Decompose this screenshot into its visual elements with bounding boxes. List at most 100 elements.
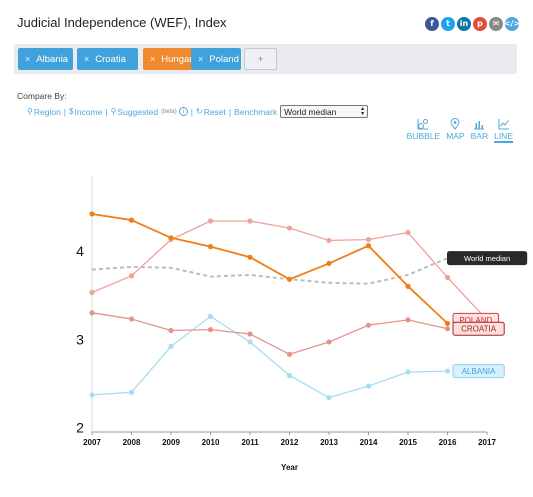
tab-label: MAP — [446, 131, 465, 141]
label-box — [452, 321, 505, 336]
remove-icon[interactable]: × — [25, 54, 31, 64]
data-point-croatia — [247, 331, 253, 337]
info-icon[interactable]: i — [178, 107, 188, 116]
divider: | — [105, 106, 108, 117]
data-point-albania — [168, 343, 174, 349]
series-line-world-median — [91, 257, 448, 285]
data-point-poland — [444, 274, 451, 281]
remove-icon[interactable]: × — [84, 54, 90, 64]
pdf-icon[interactable]: p — [473, 17, 487, 31]
add-country-button[interactable]: + — [244, 48, 277, 70]
chip-croatia[interactable]: × Croatia — [77, 48, 138, 70]
linkedin-icon[interactable]: in — [457, 17, 471, 31]
chip-label: Albania — [36, 53, 68, 65]
data-point-croatia — [207, 327, 214, 333]
view-tabs: BUBBLE MAP BAR LINE — [407, 118, 513, 143]
label-box — [447, 251, 528, 266]
x-tick-label: 2014 — [360, 438, 378, 447]
facebook-icon[interactable]: f — [425, 17, 439, 31]
data-point-croatia — [89, 310, 95, 316]
benchmark-link[interactable]: Benchmark — [234, 106, 278, 117]
data-point-croatia — [168, 327, 174, 334]
x-tick-label: 2011 — [241, 438, 259, 447]
chip-hungary[interactable]: × Hungary — [143, 48, 206, 70]
data-point-albania — [128, 389, 135, 395]
y-tick-label: 3 — [76, 331, 84, 347]
data-point-hungary — [89, 211, 95, 217]
chip-albania[interactable]: × Albania — [18, 48, 73, 70]
tab-bar[interactable]: BAR — [471, 118, 488, 143]
series-label-world-median: World median — [447, 251, 528, 266]
label-box — [452, 364, 505, 379]
x-tick-label: 2013 — [320, 438, 338, 447]
tab-map[interactable]: MAP — [446, 118, 465, 143]
x-tick-label: 2009 — [162, 438, 180, 447]
y-tick-label: 4 — [76, 243, 84, 259]
chip-poland[interactable]: × Poland — [191, 48, 241, 70]
remove-icon[interactable]: × — [198, 54, 204, 64]
series-line-albania — [91, 315, 448, 399]
compare-by-options: ⚲ Region | $ Income | ⚲ Suggested (beta)… — [27, 105, 369, 118]
reset-icon: ↻ — [195, 107, 203, 116]
data-point-hungary — [247, 254, 253, 260]
data-point-albania — [444, 368, 451, 374]
chip-label: Hungary — [161, 53, 198, 65]
share-toolbar: f t in p ✉ </> — [425, 17, 520, 31]
chip-label: Croatia — [95, 53, 126, 65]
series-line-hungary — [91, 213, 449, 325]
bar-chart-icon — [474, 121, 485, 130]
data-point-croatia — [444, 326, 451, 332]
compare-suggested-link[interactable]: Suggested — [117, 106, 159, 117]
data-point-hungary — [405, 283, 411, 289]
tab-label: BUBBLE — [406, 131, 441, 141]
x-tick-label: 2007 — [83, 438, 101, 447]
x-tick-label: 2010 — [202, 438, 220, 447]
data-point-poland — [286, 225, 293, 231]
data-point-poland — [326, 237, 332, 244]
data-point-hungary — [326, 260, 332, 266]
line-chart-icon — [498, 119, 509, 130]
data-point-poland — [207, 218, 214, 224]
reset-link[interactable]: Reset — [203, 106, 226, 117]
bubble-chart-icon — [417, 119, 429, 130]
tab-label: BAR — [470, 131, 489, 141]
select-arrows-icon: ▴ ▾ — [361, 105, 365, 117]
benchmark-value: World median — [284, 106, 337, 117]
data-point-hungary — [444, 320, 451, 327]
benchmark-select[interactable]: World median ▴ ▾ — [280, 105, 369, 118]
label-text: CROATIA — [461, 325, 497, 334]
label-text: POLAND — [459, 316, 492, 325]
page-title: Judicial Independence (WEF), Index — [17, 15, 227, 30]
y-tick-label: 2 — [76, 420, 84, 436]
remove-icon[interactable]: × — [150, 54, 156, 64]
map-pin-icon: ⚲ — [27, 107, 33, 116]
data-point-hungary — [168, 235, 174, 241]
divider: | — [63, 106, 67, 117]
dollar-icon: $ — [69, 107, 74, 116]
data-point-hungary — [286, 276, 293, 282]
x-axis-label: Year — [281, 463, 298, 472]
divider: | — [190, 106, 193, 117]
x-tick-label: 2017 — [478, 438, 496, 447]
compare-region-link[interactable]: Region — [33, 106, 61, 117]
x-tick-label: 2008 — [123, 438, 141, 447]
data-point-albania — [365, 383, 372, 389]
data-point-hungary — [128, 217, 135, 223]
data-point-albania — [326, 394, 332, 401]
twitter-icon[interactable]: t — [441, 17, 455, 31]
chip-label: Poland — [209, 53, 239, 65]
data-point-albania — [207, 313, 214, 319]
data-point-poland — [405, 229, 411, 236]
embed-icon[interactable]: </> — [504, 17, 520, 31]
data-point-croatia — [365, 322, 372, 328]
tab-line[interactable]: LINE — [494, 118, 513, 143]
data-point-albania — [286, 372, 293, 379]
data-point-albania — [89, 392, 95, 398]
label-text: World median — [464, 254, 510, 263]
map-pin-icon — [450, 118, 460, 130]
series-label-croatia: CROATIA — [452, 321, 505, 336]
tab-bubble[interactable]: BUBBLE — [406, 118, 441, 143]
compare-income-link[interactable]: Income — [74, 106, 103, 117]
email-icon[interactable]: ✉ — [489, 17, 503, 31]
